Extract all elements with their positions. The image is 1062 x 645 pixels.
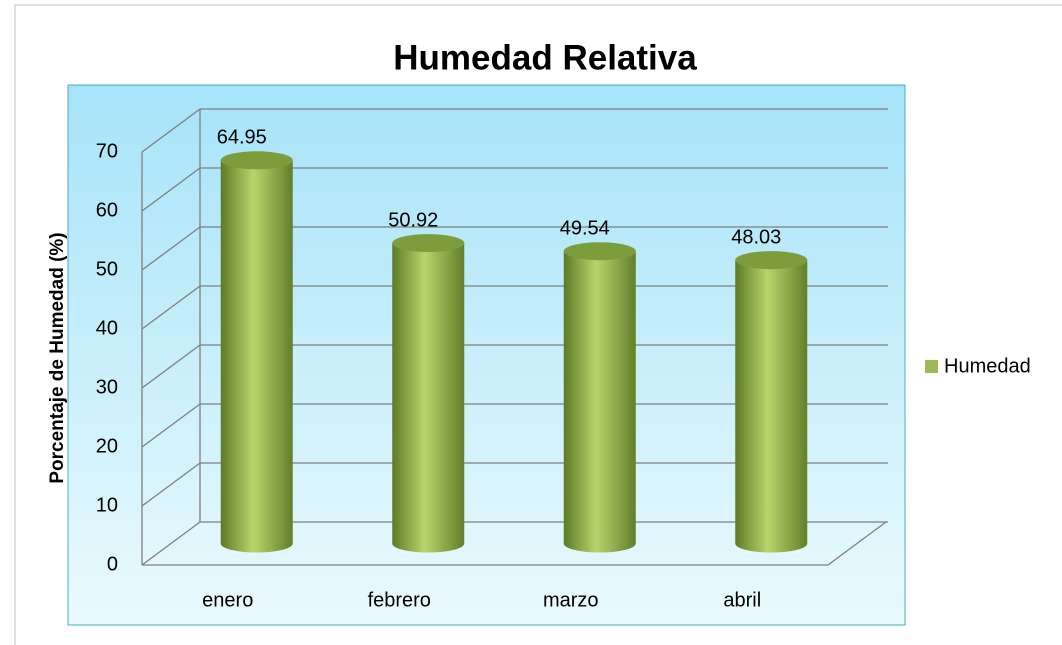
bar — [392, 243, 465, 553]
y-tick-label: 70 — [96, 140, 118, 162]
bar-top — [563, 242, 636, 261]
y-tick-label: 30 — [96, 376, 118, 398]
bar — [563, 251, 636, 553]
chart-title: Humedad Relativa — [393, 38, 697, 77]
x-tick-label: abril — [723, 589, 761, 611]
y-tick-label: 10 — [96, 494, 118, 516]
data-label: 64.95 — [217, 127, 267, 149]
bar — [220, 160, 293, 553]
y-tick-label: 20 — [96, 435, 118, 457]
y-tick-label: 50 — [96, 258, 118, 280]
legend-swatch — [925, 360, 938, 373]
data-label: 48.03 — [731, 226, 781, 248]
x-tick-label: enero — [202, 589, 253, 611]
data-label: 49.54 — [560, 217, 610, 239]
legend-label: Humedad — [944, 355, 1031, 377]
bar-top — [220, 151, 293, 170]
x-tick-label: marzo — [543, 589, 599, 611]
bar — [735, 260, 808, 553]
x-tick-label: febrero — [368, 589, 431, 611]
y-tick-label: 60 — [96, 199, 118, 221]
chart-border — [14, 4, 1062, 645]
y-tick-label: 40 — [96, 317, 118, 339]
bar-top — [735, 251, 808, 270]
y-axis-label: Porcentaje de Humedad (%) — [47, 232, 68, 483]
bar-top — [392, 234, 465, 253]
y-tick-label: 0 — [107, 553, 118, 575]
data-label: 50.92 — [388, 209, 438, 231]
floor — [142, 521, 887, 566]
